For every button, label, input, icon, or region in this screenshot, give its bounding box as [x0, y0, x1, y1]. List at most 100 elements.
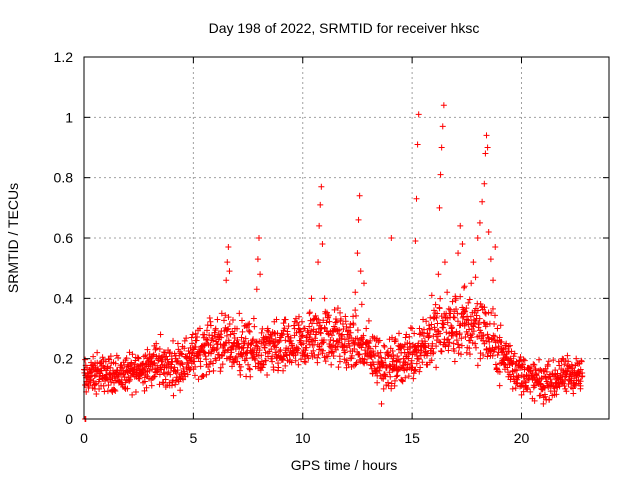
- data-point: [350, 313, 357, 320]
- data-point: [336, 358, 343, 365]
- data-point: [428, 292, 435, 299]
- data-point: [203, 356, 210, 363]
- data-point: [457, 222, 464, 229]
- data-point: [390, 361, 397, 368]
- data-point: [410, 375, 417, 382]
- data-point: [507, 355, 514, 362]
- data-point: [436, 338, 443, 345]
- data-point: [395, 356, 402, 363]
- data-point: [337, 315, 344, 322]
- data-point: [275, 352, 282, 359]
- data-point: [238, 317, 245, 324]
- data-point: [85, 370, 92, 377]
- data-point: [306, 323, 313, 330]
- data-point: [401, 358, 408, 365]
- data-point: [121, 384, 128, 391]
- data-point: [385, 379, 392, 386]
- data-point: [151, 373, 157, 380]
- data-point: [422, 340, 429, 347]
- data-point: [102, 358, 109, 365]
- data-point: [426, 325, 433, 332]
- data-point: [177, 387, 184, 394]
- data-point: [445, 343, 452, 350]
- data-point: [350, 321, 357, 328]
- data-point: [412, 366, 419, 373]
- data-point: [517, 383, 524, 390]
- data-point: [331, 325, 338, 332]
- data-point: [306, 310, 313, 317]
- data-point: [237, 363, 244, 370]
- data-point: [351, 340, 358, 347]
- data-point: [494, 325, 501, 332]
- data-point: [415, 111, 422, 118]
- data-point: [434, 310, 441, 317]
- data-point: [575, 360, 582, 367]
- data-point: [129, 391, 136, 398]
- data-point: [458, 335, 465, 342]
- data-point: [551, 391, 558, 398]
- y-axis-label: SRMTID / TECUs: [5, 183, 21, 293]
- data-point: [406, 333, 413, 340]
- data-point: [105, 376, 112, 383]
- data-point: [123, 355, 130, 362]
- data-point: [414, 141, 421, 148]
- data-point: [556, 362, 563, 369]
- data-point: [398, 376, 405, 383]
- data-point: [160, 379, 167, 386]
- data-point: [561, 361, 568, 368]
- data-point: [427, 314, 434, 321]
- data-point: [380, 385, 387, 392]
- data-point: [420, 326, 427, 333]
- data-point: [411, 343, 418, 350]
- data-point: [485, 228, 492, 235]
- data-point: [408, 357, 415, 364]
- data-point: [91, 373, 98, 380]
- data-point: [280, 367, 287, 374]
- data-point: [164, 356, 171, 363]
- data-point: [94, 349, 101, 356]
- data-point: [191, 372, 198, 379]
- data-point: [276, 348, 283, 355]
- data-point: [382, 355, 389, 362]
- data-point: [474, 235, 481, 241]
- data-point: [478, 329, 485, 336]
- data-point: [250, 336, 257, 343]
- data-point: [334, 327, 341, 334]
- data-point: [399, 377, 406, 384]
- data-point: [286, 358, 293, 365]
- data-point: [201, 331, 208, 338]
- data-point: [553, 379, 560, 386]
- data-point: [160, 369, 167, 376]
- data-point: [388, 385, 395, 392]
- data-point: [440, 102, 447, 109]
- data-point: [192, 343, 199, 350]
- data-point: [330, 337, 337, 344]
- data-point: [343, 357, 350, 364]
- data-point: [112, 360, 119, 367]
- data-point: [107, 353, 114, 360]
- data-point: [228, 349, 235, 356]
- data-point: [164, 370, 171, 377]
- data-point: [339, 320, 346, 327]
- data-point: [151, 359, 158, 366]
- data-point: [170, 367, 177, 374]
- data-point: [492, 361, 499, 368]
- data-point: [245, 361, 252, 368]
- data-point: [221, 317, 228, 324]
- data-point: [225, 244, 232, 251]
- data-point: [243, 355, 250, 362]
- data-point: [484, 353, 491, 360]
- data-point: [357, 268, 364, 275]
- data-point: [251, 355, 258, 362]
- data-point: [462, 308, 469, 315]
- data-point: [304, 334, 311, 341]
- data-point: [91, 385, 98, 392]
- data-point: [141, 387, 148, 394]
- data-point: [448, 325, 455, 332]
- data-point: [295, 313, 302, 320]
- data-point: [440, 321, 447, 328]
- data-point: [229, 363, 236, 370]
- data-point: [428, 321, 435, 328]
- data-point: [474, 362, 481, 369]
